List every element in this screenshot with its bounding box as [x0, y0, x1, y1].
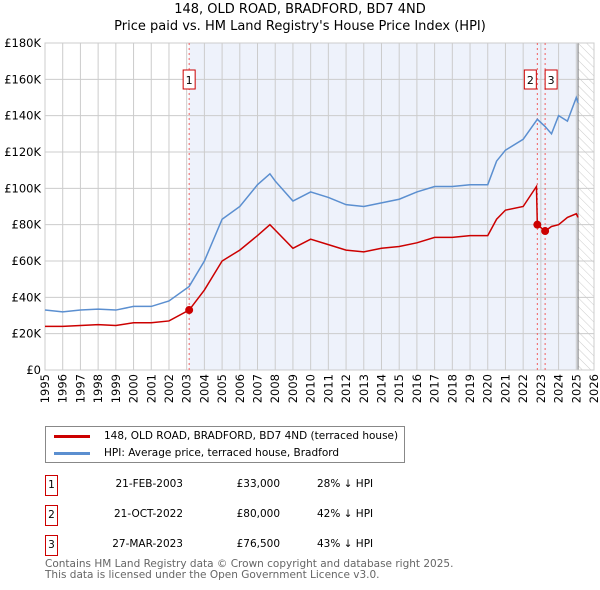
- x-tick-label: 2008: [268, 374, 282, 403]
- sale-label-box: [523, 69, 537, 90]
- x-tick-label: 2010: [304, 374, 318, 403]
- x-tick-label: 2022: [516, 374, 530, 403]
- hpi-line: [44, 95, 579, 313]
- x-tick-label: 2020: [481, 374, 495, 403]
- footer: Contains HM Land Registry data © Crown c…: [45, 559, 453, 581]
- x-tick-label: 2004: [197, 374, 211, 403]
- x-tick-label: 2024: [552, 374, 566, 403]
- sale-hpi-diff: 43% ↓ HPI: [317, 538, 374, 550]
- sale-row: 3 27-MAR-2023 £76,500 43% ↓ HPI: [45, 535, 445, 556]
- chart-subtitle: Price paid vs. HM Land Registry's House …: [114, 19, 486, 34]
- sale-label: 3: [548, 74, 555, 87]
- plot-frame: [44, 42, 595, 371]
- x-tick-label: 1997: [73, 374, 87, 403]
- x-tick-label: 2003: [180, 374, 194, 403]
- y-tick-label: £120K: [4, 145, 41, 159]
- x-tick-label: 2009: [286, 374, 300, 403]
- price-chart: 1995 1996 1997 1998 1999 2000 2001 2002 2003 2004…: [4, 36, 600, 403]
- x-tick-label: 2000: [127, 374, 141, 403]
- sale-point: [533, 220, 542, 229]
- x-tick-label: 2017: [428, 374, 442, 403]
- y-tick-label: £160K: [4, 72, 41, 86]
- x-tick-label: 2023: [534, 374, 548, 403]
- x-tick-label: 1999: [109, 374, 123, 403]
- legend: 148, OLD ROAD, BRADFORD, BD7 4ND (terrac…: [45, 426, 405, 463]
- sale-hpi-diff: 28% ↓ HPI: [317, 478, 374, 490]
- sale-date: 21-FEB-2003: [115, 478, 183, 490]
- footer-copyright: Contains HM Land Registry data © Crown c…: [45, 558, 454, 570]
- legend-swatch-property: [54, 434, 90, 438]
- x-tick-label: 2005: [215, 374, 229, 403]
- legend-label-hpi: HPI: Average price, terraced house, Brad…: [104, 447, 340, 459]
- x-tick-label: 2006: [233, 374, 247, 403]
- sale-row: 2 21-OCT-2022 £80,000 42% ↓ HPI: [45, 505, 445, 526]
- y-tick-label: £0: [26, 363, 41, 377]
- y-tick-label: £60K: [12, 254, 42, 268]
- sale-label: 1: [186, 74, 193, 87]
- x-tick-label: 2007: [251, 374, 265, 403]
- x-tick-label: 2014: [374, 374, 388, 403]
- sale-price: £80,000: [236, 508, 280, 520]
- sale-price: £33,000: [236, 478, 280, 490]
- sale-label-box: [182, 69, 196, 90]
- chart-title: 148, OLD ROAD, BRADFORD, BD7 4ND: [174, 2, 426, 17]
- y-tick-label: £40K: [12, 290, 42, 304]
- sale-label-box: [544, 69, 558, 90]
- sale-hpi-diff: 42% ↓ HPI: [317, 508, 374, 520]
- sale-date: 27-MAR-2023: [112, 538, 183, 550]
- sale-point: [541, 227, 550, 236]
- x-tick-label: 2013: [357, 374, 371, 403]
- x-tick-label: 2021: [498, 374, 512, 403]
- footer-licence: This data is licensed under the Open Gov…: [45, 569, 380, 581]
- x-tick-label: 1995: [38, 374, 52, 403]
- x-tick-label: 1998: [91, 374, 105, 403]
- x-tick-label: 2026: [587, 374, 600, 403]
- sale-price: £76,500: [236, 538, 280, 550]
- y-tick-label: £80K: [12, 218, 42, 232]
- x-tick-label: 2001: [144, 374, 158, 403]
- sale-marker-label: 1: [45, 475, 58, 496]
- sale-marker-label: 3: [45, 535, 58, 556]
- x-tick-label: 2012: [339, 374, 353, 403]
- y-tick-label: £20K: [12, 327, 42, 341]
- x-tick-label: 2002: [162, 374, 176, 403]
- sale-point: [185, 306, 194, 315]
- x-tick-label: 2019: [463, 374, 477, 403]
- sale-marker-label: 2: [45, 505, 58, 526]
- sale-label: 2: [527, 74, 534, 87]
- x-tick-label: 2011: [321, 374, 335, 403]
- legend-label-property: 148, OLD ROAD, BRADFORD, BD7 4ND (terrac…: [104, 430, 399, 442]
- x-tick-label: 2015: [392, 374, 406, 403]
- sale-date: 21-OCT-2022: [114, 508, 183, 520]
- y-tick-label: £140K: [4, 109, 41, 123]
- x-tick-label: 2018: [445, 374, 459, 403]
- forecast-hatch: [578, 43, 594, 370]
- y-tick-label: £180K: [4, 36, 41, 50]
- legend-swatch-hpi: [54, 451, 90, 455]
- x-tick-label: 2025: [569, 374, 583, 403]
- x-tick-label: 1996: [56, 374, 70, 403]
- y-tick-label: £100K: [4, 181, 41, 195]
- sale-row: 1 21-FEB-2003 £33,000 28% ↓ HPI: [45, 475, 445, 496]
- x-tick-label: 2016: [410, 374, 424, 403]
- owned-period-shading: [189, 43, 579, 370]
- property-price-line: [45, 184, 579, 328]
